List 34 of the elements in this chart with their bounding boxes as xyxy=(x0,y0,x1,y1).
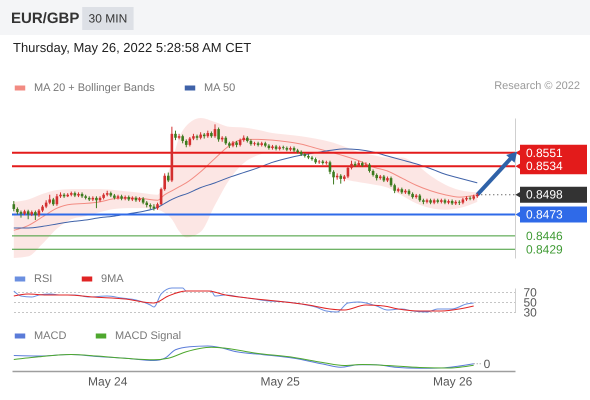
candlestick xyxy=(174,130,177,141)
chart-title: EUR/GBP xyxy=(11,10,80,27)
candlestick xyxy=(368,162,371,174)
legend-label: MACD xyxy=(34,330,66,342)
text: Research © 2022 xyxy=(494,80,580,92)
ref-line-label: 0.8551 xyxy=(526,146,564,160)
ref-line-label: 0.8446 xyxy=(526,228,564,243)
ref-line-label: 0.8534 xyxy=(526,159,564,174)
legend-label: RSI xyxy=(34,273,52,285)
candlestick xyxy=(48,194,52,205)
candlestick xyxy=(188,136,192,147)
ref-line-label: 0.8429 xyxy=(526,242,564,256)
x-tick-label: May 24 xyxy=(88,374,128,388)
candlestick xyxy=(339,174,342,184)
candlestick xyxy=(34,210,37,221)
candlestick xyxy=(346,164,350,179)
ref-line-label: 0.8473 xyxy=(526,207,564,222)
legend-label: 9MA xyxy=(101,273,124,285)
candlestick xyxy=(214,124,216,138)
legend-label: MA 50 xyxy=(204,82,236,94)
ref-line-label: 0.8498 xyxy=(526,188,564,202)
candlestick xyxy=(56,193,58,206)
candlestick xyxy=(217,126,220,142)
candlestick xyxy=(12,200,16,212)
candlestick xyxy=(26,209,30,220)
x-tick-label: May 26 xyxy=(432,374,473,388)
text: 30 MIN xyxy=(88,12,128,26)
legend-label: MA 20 + Bollinger Bands xyxy=(34,82,156,94)
chart-subtitle: Thursday, May 26, 2022 5:28:58 AM CET xyxy=(13,40,252,55)
candlestick xyxy=(95,196,98,209)
annotation: 0 xyxy=(484,356,491,371)
legend-label: MACD Signal xyxy=(115,330,182,342)
candlestick xyxy=(166,172,170,183)
x-tick-label: May 25 xyxy=(260,374,300,388)
